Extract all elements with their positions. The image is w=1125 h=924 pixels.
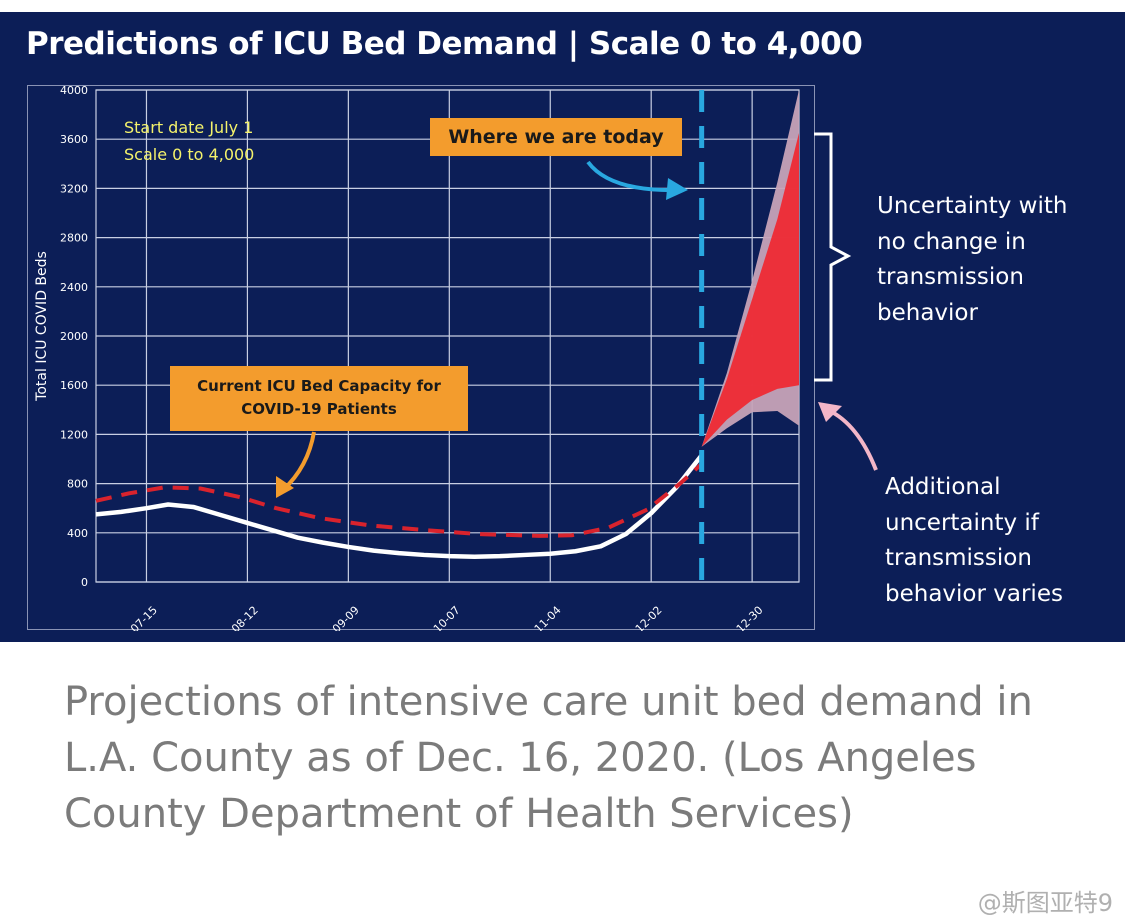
- additional-note-line: behavior varies: [885, 580, 1063, 607]
- uncertainty-note-line: Uncertainty with: [877, 193, 1068, 219]
- additional-note-line: Additional: [885, 474, 1001, 500]
- additional-note-line: uncertainty if: [885, 509, 1039, 536]
- x-tick-label: 10-07: [431, 604, 463, 631]
- start-note-line: Scale 0 to 4,000: [124, 145, 255, 164]
- figure-caption: Projections of intensive care unit bed d…: [64, 679, 1033, 837]
- y-tick-label: 2800: [60, 232, 88, 245]
- y-tick-label: 3600: [60, 133, 88, 146]
- uncertainty-note-line: no change in: [877, 228, 1026, 255]
- x-tick-label: 09-09: [330, 604, 362, 631]
- start-note-line: Start date July 1: [124, 118, 254, 137]
- uncertainty-band-no-change: [701, 133, 799, 447]
- additional-note-line: transmission: [885, 545, 1032, 571]
- uncertainty-note-line: transmission: [877, 264, 1024, 290]
- y-tick-label: 3200: [60, 182, 88, 195]
- x-tick-label: 07-15: [128, 604, 160, 631]
- today-callout: Where we are today: [430, 118, 682, 156]
- x-tick-label: 12-30: [734, 604, 766, 631]
- y-tick-label: 2000: [60, 330, 88, 343]
- capacity-callout-line: Current ICU Bed Capacity for: [197, 377, 441, 395]
- additional-arrow: [827, 408, 878, 471]
- uncertainty-note-line: behavior: [877, 299, 978, 326]
- y-tick-label: 2400: [60, 281, 88, 294]
- capacity-line: [95, 462, 704, 538]
- y-axis-label: Total ICU COVID Beds: [34, 251, 50, 402]
- y-tick-label: 1200: [60, 428, 88, 441]
- start-date-note: Start date July 1 Scale 0 to 4,000: [124, 114, 254, 168]
- capacity-callout-line: COVID-19 Patients: [241, 400, 397, 418]
- observed-demand-line: [95, 453, 704, 560]
- x-tick-label: 12-02: [633, 604, 665, 631]
- y-tick-label: 0: [81, 576, 88, 589]
- y-tick-label: 400: [67, 527, 88, 540]
- chart-slide: Predictions of ICU Bed Demand | Scale 0 …: [0, 12, 1125, 642]
- x-tick-label: 08-12: [229, 604, 261, 631]
- chart-title: Predictions of ICU Bed Demand | Scale 0 …: [26, 26, 863, 62]
- additional-uncertainty-note: Additional uncertainty if transmission b…: [885, 470, 1063, 612]
- uncertainty-bracket: [814, 132, 852, 382]
- additional-arrow-head: [818, 402, 842, 422]
- y-tick-label: 1600: [60, 379, 88, 392]
- y-tick-label: 800: [67, 478, 88, 491]
- uncertainty-note: Uncertainty with no change in transmissi…: [877, 189, 1067, 331]
- x-tick-label: 11-04: [532, 604, 564, 631]
- watermark: @斯图亚特9: [977, 889, 1113, 917]
- y-tick-label: 4000: [60, 86, 88, 97]
- capacity-callout: Current ICU Bed Capacity for COVID-19 Pa…: [170, 366, 468, 431]
